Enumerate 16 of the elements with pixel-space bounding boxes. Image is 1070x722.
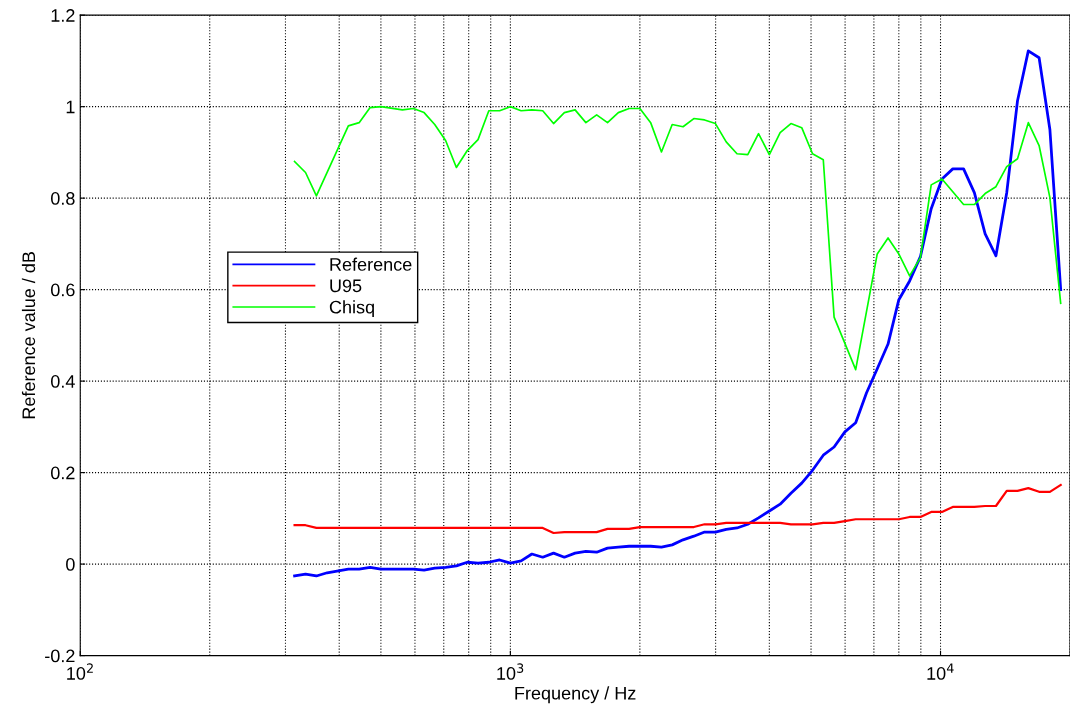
y-axis-title: Reference value / dB xyxy=(21,252,36,419)
y-tick-label: 0.4 xyxy=(51,375,75,388)
y-tick-label: -0.2 xyxy=(45,649,75,663)
y-tick-label: 1.2 xyxy=(51,9,75,22)
x-axis-title: Frequency / Hz xyxy=(515,686,636,704)
y-tick-label: 0.2 xyxy=(51,466,75,480)
y-tick-label: 0.6 xyxy=(51,283,75,297)
y-tick-label: 0 xyxy=(66,558,75,571)
y-tick-label: 1 xyxy=(66,100,75,114)
x-tick-label: 10$^{4}$ xyxy=(927,663,954,680)
x-tick-label: 10$^{3}$ xyxy=(497,663,524,680)
legend-label: Chisq xyxy=(329,300,374,318)
legend-label: U95 xyxy=(330,279,362,293)
x-tick-label: 10$^{2}$ xyxy=(67,663,93,680)
y-tick-label: 0.8 xyxy=(51,192,75,205)
legend-label: Reference xyxy=(330,257,412,271)
